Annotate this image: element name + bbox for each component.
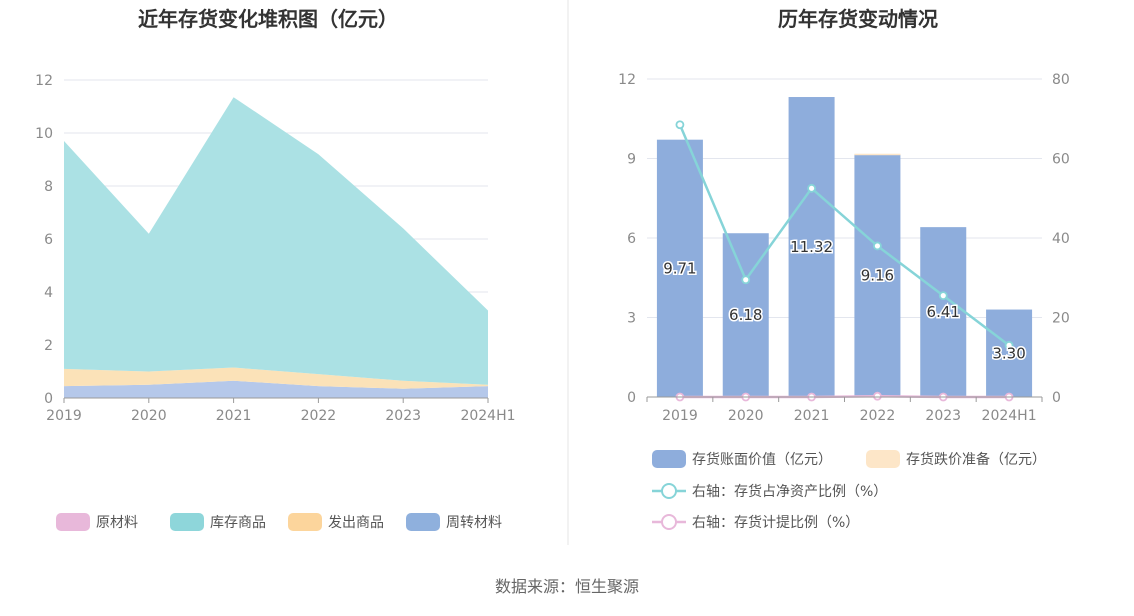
left-x-tick-label: 2019 [46,408,82,424]
left-y-tick-label: 0 [44,391,53,407]
point-net-asset-ratio [807,183,816,193]
legend-swatch-发出商品 [288,513,322,531]
legend-label: 存货跌价准备（亿元） [906,451,1046,468]
left-legend: 原材料 库存商品 发出商品 周转材料 [56,513,502,531]
legend-label: 库存商品 [210,515,266,531]
legend-swatch-原材料 [56,513,90,531]
legend-label: 周转材料 [446,515,502,531]
bar-book-value [920,227,967,397]
legend-line-marker [661,514,677,530]
left-x-tick-label: 2024H1 [460,408,515,424]
area-周转材料 [64,380,488,398]
legend-swatch-book-value [652,450,686,468]
left-chart-title: 近年存货变化堆积图（亿元） [138,7,398,31]
left-y-tick-label: 4 [44,285,53,301]
right-x-tick-label: 2023 [925,408,961,424]
legend-swatch-库存商品 [170,513,204,531]
right-x-tick-label: 2021 [794,408,830,424]
left-y-tick-label: 10 [35,126,53,142]
legend-line-marker [661,483,677,499]
right-left-y-tick-label: 6 [627,231,636,247]
area-库存商品 [64,97,488,385]
right-bar-series [656,97,1033,398]
left-x-axis: 2019 2020 2021 2022 2023 2024H1 [46,397,516,424]
bar-book-value [854,154,901,397]
legend-label: 右轴：存货计提比例（%） [692,514,859,531]
left-x-tick-label: 2023 [385,408,421,424]
legend-swatch-impairment [866,450,900,468]
right-left-y-tick-label: 12 [618,72,636,88]
point-net-asset-ratio [1004,340,1014,350]
right-right-y-tick-label: 0 [1052,390,1061,406]
right-left-y-tick-label: 3 [627,311,636,327]
bar-impairment-provision [854,153,901,156]
right-x-tick-label: 2024H1 [982,408,1037,424]
right-x-tick-label: 2022 [860,408,896,424]
legend-label: 右轴：存货占净资产比例（%） [692,483,887,500]
bar-data-label: 9.71 [663,259,696,277]
bar-data-label: 9.16 [861,267,894,285]
left-y-tick-label: 12 [35,73,53,89]
bar-data-label: 3.30 [992,344,1025,362]
point-net-asset-ratio [873,241,882,251]
right-right-y-tick-label: 60 [1052,152,1070,168]
bar-data-label: 6.18 [729,306,762,324]
right-legend: 存货账面价值（亿元） 存货跌价准备（亿元） 右轴：存货占净资产比例（%） 右轴：存货计… [652,450,1046,531]
right-right-y-tick-label: 20 [1052,311,1070,327]
left-x-tick-label: 2022 [301,408,337,424]
legend-swatch-周转材料 [406,513,440,531]
point-net-asset-ratio [938,291,948,301]
right-x-tick-label: 2019 [662,408,698,424]
bar-book-value [986,309,1033,397]
legend-label: 原材料 [96,515,138,531]
left-area-series [64,97,488,398]
right-data-labels: 9.71 6.18 11.32 9.16 6.41 3.30 [662,237,1028,364]
legend-label: 存货账面价值（亿元） [692,451,832,468]
data-source: 数据来源：恒生聚源 [495,577,639,596]
left-y-tick-label: 8 [44,179,53,195]
bar-book-value [788,97,835,398]
right-x-tick-label: 2020 [728,408,764,424]
right-x-axis: 2019 2020 2021 2022 2023 2024H1 [646,396,1043,424]
right-left-y-tick-label: 0 [627,390,636,406]
bar-data-label: 6.41 [927,303,960,321]
bar-data-label: 11.32 [790,238,833,256]
point-provision-ratio [873,391,882,401]
right-right-y-tick-label: 40 [1052,231,1070,247]
area-发出商品 [64,367,488,389]
left-y-tick-label: 2 [44,338,53,354]
left-y-tick-label: 6 [44,232,53,248]
bar-book-value [656,139,703,397]
legend-label: 发出商品 [328,515,384,531]
point-net-asset-ratio [675,120,685,130]
left-x-tick-label: 2021 [216,408,252,424]
line-net-asset-ratio [678,124,1010,347]
left-x-tick-label: 2020 [131,408,167,424]
point-net-asset-ratio [741,275,751,285]
right-left-y-tick-label: 9 [627,152,636,168]
right-chart-title: 历年存货变动情况 [778,7,938,31]
right-right-y-tick-label: 80 [1052,72,1070,88]
